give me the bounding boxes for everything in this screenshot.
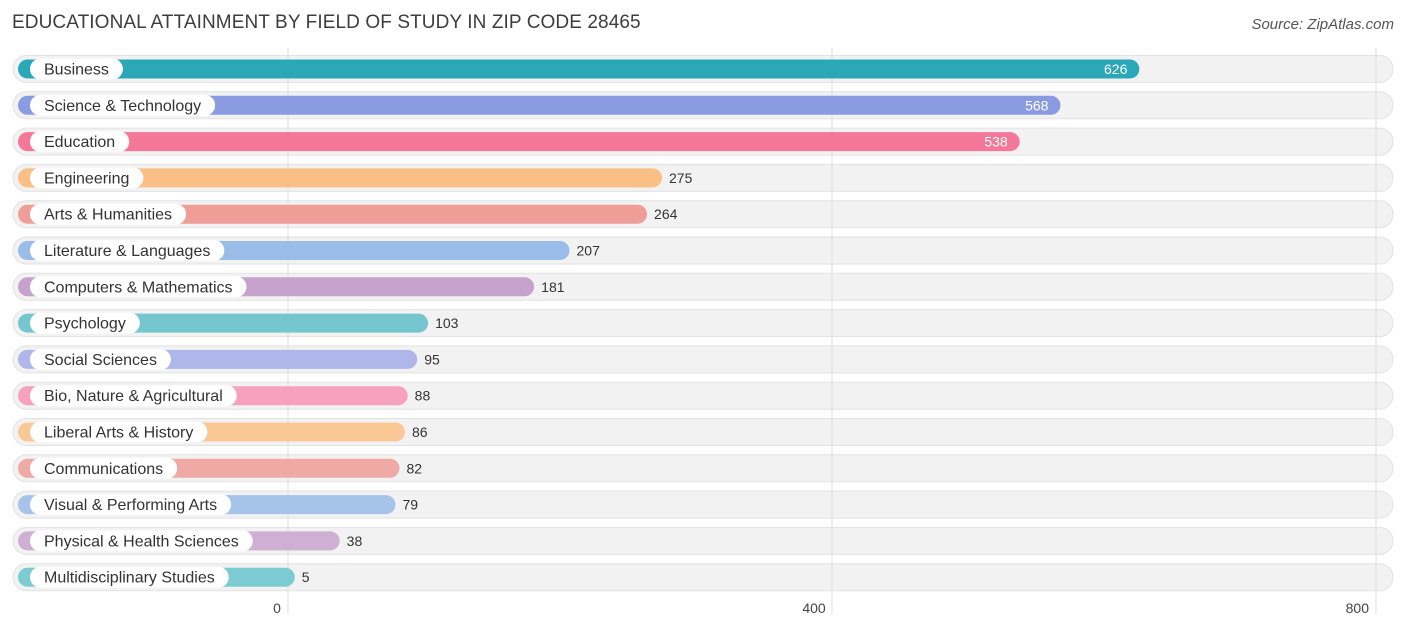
data-label: 538 [984, 134, 1008, 150]
category-label-pill [30, 276, 247, 298]
category-label: Arts & Humanities [44, 207, 172, 224]
category-label: Science & Technology [44, 98, 201, 115]
bar [18, 132, 1020, 152]
bar [18, 59, 1140, 79]
data-label: 626 [1104, 61, 1128, 77]
category-label: Visual & Performing Arts [44, 497, 217, 514]
bar [18, 95, 1061, 115]
data-label: 82 [407, 460, 423, 476]
category-label-pill [30, 240, 225, 261]
category-label-pill [30, 312, 140, 334]
tick-label: 0 [273, 600, 281, 616]
category-label-pill [30, 566, 229, 588]
category-label: Education [44, 134, 115, 151]
data-label: 5 [302, 569, 310, 585]
data-label: 38 [347, 533, 363, 549]
tick-label: 800 [1346, 600, 1370, 616]
category-label: Psychology [44, 316, 126, 333]
category-label-pill [30, 203, 187, 225]
data-label: 264 [654, 206, 678, 222]
category-label: Literature & Languages [44, 243, 210, 260]
data-label: 181 [541, 279, 565, 295]
data-label: 86 [412, 424, 428, 440]
data-label: 95 [424, 351, 440, 367]
category-label-pill [30, 94, 216, 116]
data-label: 103 [435, 315, 459, 331]
category-label-pill [30, 348, 171, 370]
data-label: 275 [669, 170, 693, 186]
category-label-pill [30, 131, 130, 153]
source-label: Source: ZipAtlas.com [1251, 16, 1394, 33]
category-label: Computers & Mathematics [44, 279, 233, 296]
tick-label: 400 [802, 600, 826, 616]
category-label-pill [30, 457, 178, 479]
category-label: Physical & Health Sciences [44, 533, 239, 550]
data-label: 79 [402, 497, 418, 513]
data-label: 88 [415, 388, 431, 404]
category-label: Communications [44, 461, 163, 478]
category-label: Social Sciences [44, 352, 157, 369]
data-label: 207 [577, 243, 601, 259]
chart-title: EDUCATIONAL ATTAINMENT BY FIELD OF STUDY… [12, 12, 641, 33]
category-label-pill [30, 494, 232, 516]
row-background [12, 563, 1394, 592]
category-label-pill [30, 421, 208, 443]
category-label-pill [30, 167, 144, 189]
category-label-pill [30, 385, 237, 407]
bar [18, 168, 662, 188]
category-label: Liberal Arts & History [44, 425, 193, 442]
category-label: Bio, Nature & Agricultural [44, 388, 223, 405]
row-background [12, 526, 1394, 555]
category-label-pill [30, 58, 123, 80]
data-label: 568 [1025, 97, 1049, 113]
category-label-pill [30, 530, 253, 552]
category-label: Business [44, 62, 109, 79]
category-label: Engineering [44, 170, 129, 187]
category-label: Multidisciplinary Studies [44, 570, 215, 587]
